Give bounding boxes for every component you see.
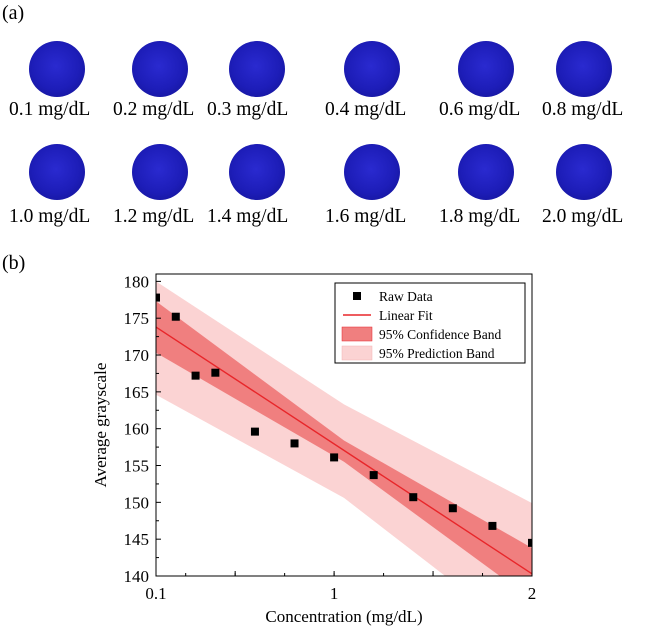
y-axis-label: Average grayscale (91, 363, 110, 488)
calibration-chart: 140 145 150 155 160 165 170 175 180 0.1 1 2 Concentr… (91, 272, 537, 626)
raw-data-point (488, 521, 497, 530)
spot-label: 1.8 mg/dL (439, 206, 521, 227)
panel-b-label: (b) (2, 252, 26, 274)
spot-label: 1.4 mg/dL (207, 206, 289, 227)
y-tick-label: 180 (124, 272, 150, 291)
sample-spot (458, 144, 514, 200)
raw-data-point (290, 439, 299, 448)
panel-a-label: (a) (2, 2, 25, 24)
y-tick-label: 165 (124, 383, 150, 402)
spot-label: 0.1 mg/dL (9, 99, 91, 120)
spot-label: 0.6 mg/dL (439, 99, 521, 120)
spot-label: 0.2 mg/dL (113, 99, 195, 120)
spot-label: 1.2 mg/dL (113, 206, 195, 227)
raw-data-point (156, 293, 160, 302)
sample-spot (556, 41, 612, 97)
y-tick-label: 155 (124, 457, 150, 476)
x-axis-label: Concentration (mg/dL) (265, 607, 422, 626)
raw-data-point (171, 312, 180, 321)
x-tick-label: 2 (528, 584, 537, 603)
spot-label: 0.8 mg/dL (542, 99, 624, 120)
y-tick-label: 150 (124, 493, 150, 512)
raw-data-point (211, 368, 220, 377)
linear-fit-line (156, 326, 532, 575)
spot-label: 0.4 mg/dL (325, 99, 407, 120)
y-tick-label: 170 (124, 346, 150, 365)
y-tick-label: 140 (124, 567, 150, 586)
raw-data-point (409, 493, 418, 502)
y-tick-label: 175 (124, 309, 150, 328)
legend-confidence-band-symbol (341, 326, 373, 342)
sample-spot (458, 41, 514, 97)
spot-label: 1.0 mg/dL (9, 206, 91, 227)
sample-spot (229, 144, 285, 200)
sample-spot (344, 41, 400, 97)
legend-label-raw-data: Raw Data (379, 289, 433, 304)
legend: Raw Data Linear Fit 95% Confidence Band 95%… (334, 282, 526, 364)
plot-frame (155, 273, 533, 577)
confidence-band (156, 301, 532, 576)
sample-spot (344, 144, 400, 200)
sample-spot (556, 144, 612, 200)
sample-spot (229, 41, 285, 97)
sample-spot (29, 144, 85, 200)
x-tick-label: 1 (330, 584, 339, 603)
spot-label: 0.3 mg/dL (207, 99, 289, 120)
sample-spot (29, 41, 85, 97)
spot-label: 2.0 mg/dL (542, 206, 624, 227)
sample-spot (132, 41, 188, 97)
raw-data-point (369, 471, 378, 480)
plot-area (156, 281, 532, 576)
spot-label: 1.6 mg/dL (325, 206, 407, 227)
raw-data-point (191, 371, 200, 380)
y-tick-label: 160 (124, 420, 150, 439)
raw-data-point (448, 504, 457, 513)
legend-label-confidence-band: 95% Confidence Band (379, 327, 501, 342)
legend-prediction-band-symbol (341, 345, 373, 361)
legend-label-prediction-band: 95% Prediction Band (379, 346, 495, 361)
x-tick-label: 0.1 (145, 584, 166, 603)
legend-label-linear-fit: Linear Fit (379, 308, 433, 323)
y-tick-label: 145 (124, 530, 150, 549)
raw-data-point (330, 453, 339, 462)
raw-data-point (250, 427, 259, 436)
raw-data-point (528, 538, 532, 547)
legend-raw-data-symbol (353, 292, 361, 300)
sample-spot (132, 144, 188, 200)
